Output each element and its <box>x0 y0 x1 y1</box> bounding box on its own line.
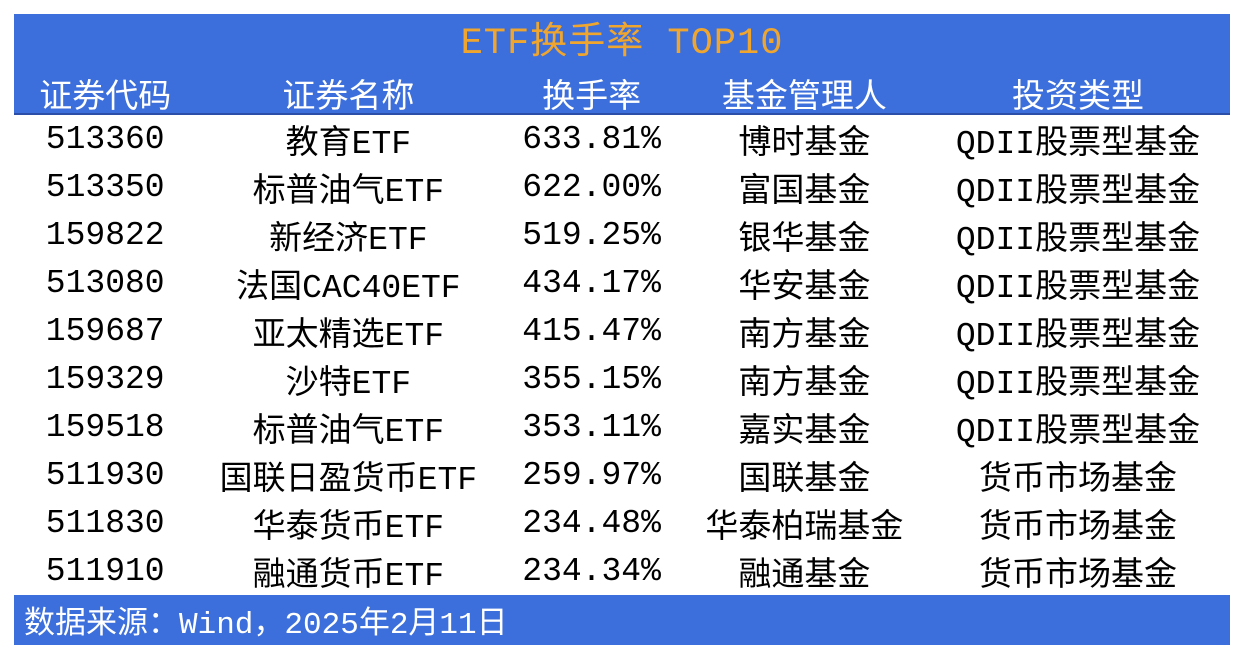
table-row: 159822 新经济ETF 519.25% 银华基金 QDII股票型基金 <box>14 211 1230 260</box>
cell-manager: 国联基金 <box>738 462 871 499</box>
cell-manager: 华安基金 <box>738 270 871 307</box>
column-header-type: 投资类型 <box>1011 80 1144 117</box>
data-source-text: 数据来源：Wind，2025年2月11日 <box>24 608 508 643</box>
table-row: 159687 亚太精选ETF 415.47% 南方基金 QDII股票型基金 <box>14 307 1230 356</box>
cell-turnover: 234.34% <box>522 552 661 590</box>
cell-manager: 南方基金 <box>738 366 871 403</box>
cell-type: QDII股票型基金 <box>955 318 1201 355</box>
table-row: 159518 标普油气ETF 353.11% 嘉实基金 QDII股票型基金 <box>14 403 1230 452</box>
table-title: ETF换手率 TOP10 <box>460 23 784 65</box>
cell-name: 标普油气ETF <box>252 414 445 451</box>
cell-type: QDII股票型基金 <box>955 414 1201 451</box>
cell-manager: 南方基金 <box>738 318 871 355</box>
cell-turnover: 234.48% <box>522 504 661 542</box>
cell-code: 513360 <box>45 120 165 158</box>
cell-manager: 富国基金 <box>738 174 871 211</box>
footer-bar: 数据来源：Wind，2025年2月11日 <box>14 595 1230 645</box>
cell-code: 513350 <box>45 168 165 206</box>
cell-turnover: 415.47% <box>522 312 661 350</box>
cell-type: QDII股票型基金 <box>955 174 1201 211</box>
cell-manager: 博时基金 <box>738 126 871 163</box>
cell-name: 沙特ETF <box>285 366 412 403</box>
table-row: 511910 融通货币ETF 234.34% 融通基金 货币市场基金 <box>14 547 1230 596</box>
cell-name: 亚太精选ETF <box>252 318 445 355</box>
cell-code: 513080 <box>45 264 165 302</box>
column-header-name: 证券名称 <box>282 80 415 117</box>
cell-turnover: 353.11% <box>522 408 661 446</box>
cell-manager: 嘉实基金 <box>738 414 871 451</box>
cell-name: 华泰货币ETF <box>252 510 445 547</box>
cell-code: 511830 <box>45 504 165 542</box>
cell-code: 159687 <box>45 312 165 350</box>
cell-turnover: 519.25% <box>522 216 661 254</box>
table-row: 513360 教育ETF 633.81% 博时基金 QDII股票型基金 <box>14 115 1230 164</box>
column-header-code: 证券代码 <box>39 80 172 117</box>
cell-name: 融通货币ETF <box>252 558 445 595</box>
cell-type: 货币市场基金 <box>978 510 1177 547</box>
cell-turnover: 434.17% <box>522 264 661 302</box>
table-row: 513080 法国CAC40ETF 434.17% 华安基金 QDII股票型基金 <box>14 259 1230 308</box>
cell-type: QDII股票型基金 <box>955 222 1201 259</box>
cell-turnover: 355.15% <box>522 360 661 398</box>
cell-type: QDII股票型基金 <box>955 366 1201 403</box>
cell-code: 511930 <box>45 456 165 494</box>
cell-turnover: 633.81% <box>522 120 661 158</box>
cell-code: 159329 <box>45 360 165 398</box>
cell-name: 法国CAC40ETF <box>236 270 461 307</box>
cell-manager: 华泰柏瑞基金 <box>705 510 904 547</box>
cell-manager: 融通基金 <box>738 558 871 595</box>
cell-name: 教育ETF <box>285 126 412 163</box>
cell-turnover: 622.00% <box>522 168 661 206</box>
cell-type: 货币市场基金 <box>978 462 1177 499</box>
table-row: 511930 国联日盈货币ETF 259.97% 国联基金 货币市场基金 <box>14 451 1230 500</box>
column-header-turnover: 换手率 <box>542 80 642 117</box>
cell-code: 511910 <box>45 552 165 590</box>
cell-name: 国联日盈货币ETF <box>219 462 478 499</box>
cell-code: 159518 <box>45 408 165 446</box>
table-row: 159329 沙特ETF 355.15% 南方基金 QDII股票型基金 <box>14 355 1230 404</box>
cell-manager: 银华基金 <box>738 222 871 259</box>
table-body: 513360 教育ETF 633.81% 博时基金 QDII股票型基金 5133… <box>14 115 1230 596</box>
table-row: 513350 标普油气ETF 622.00% 富国基金 QDII股票型基金 <box>14 163 1230 212</box>
cell-type: QDII股票型基金 <box>955 270 1201 307</box>
column-header-row: 证券代码 证券名称 换手率 基金管理人 投资类型 <box>14 69 1230 117</box>
column-header-manager: 基金管理人 <box>721 80 887 117</box>
table-header: ETF换手率 TOP10 证券代码 证券名称 换手率 基金管理人 投资类型 <box>14 14 1230 117</box>
cell-type: 货币市场基金 <box>978 558 1177 595</box>
cell-code: 159822 <box>45 216 165 254</box>
cell-type: QDII股票型基金 <box>955 126 1201 163</box>
cell-name: 标普油气ETF <box>252 174 445 211</box>
cell-name: 新经济ETF <box>269 222 428 259</box>
table-row: 511830 华泰货币ETF 234.48% 华泰柏瑞基金 货币市场基金 <box>14 499 1230 548</box>
cell-turnover: 259.97% <box>522 456 661 494</box>
